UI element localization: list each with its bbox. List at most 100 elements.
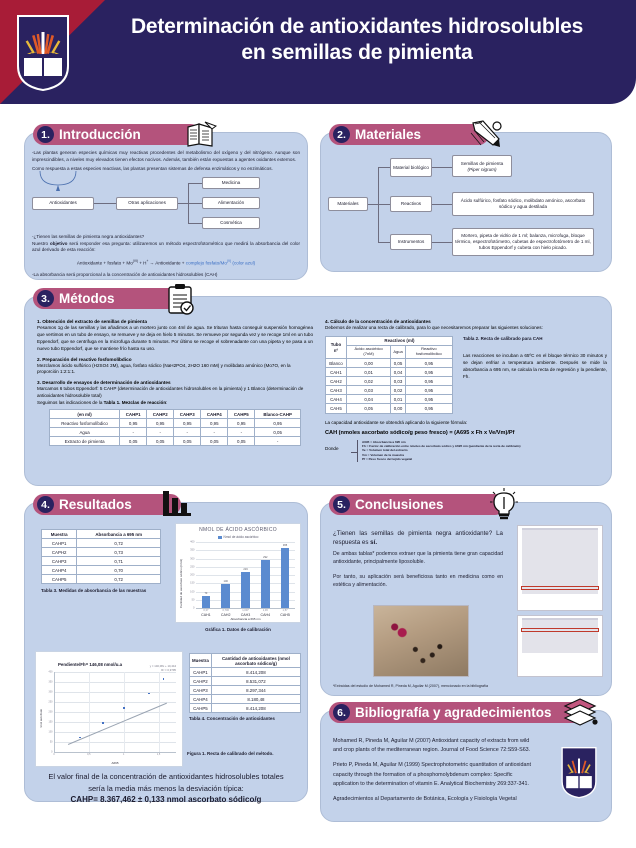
table-header-cell: CAHP3: [173, 409, 202, 420]
section-3-number: 3.: [37, 290, 54, 307]
bar: [260, 559, 270, 608]
tabla3-wrapper: Muestra Absorbancia a 695 nm CAHP1 0,72 CAPH…: [40, 528, 165, 594]
section-2-body: Materiales Material biológico Reactivos …: [328, 150, 604, 266]
section-2-title: Materiales: [355, 127, 422, 142]
data-point: [123, 707, 125, 709]
table-cell: CAHP4: [189, 694, 212, 705]
metodo-3: 3. Desarrollo de ensayos de determinació…: [37, 380, 304, 406]
trendline: [67, 702, 168, 745]
table-cell: 0,04: [390, 367, 406, 378]
final-line-1: El valor final de la concentración de an…: [48, 772, 284, 781]
flow-connector-1: [94, 203, 116, 204]
table-header-cell: Absorbancia a 695 nm: [76, 528, 161, 540]
mat-value-biologico: Semillas de pimienta (Piper nigrum): [452, 155, 512, 177]
table-cell: 0,71: [76, 556, 161, 567]
section-1-title: Introducción: [59, 127, 141, 142]
table-row: CAHP5 8.414,208: [189, 703, 302, 714]
formula-intro: La capacidad antioxidante se obtendrá ap…: [325, 419, 468, 425]
bar: [201, 596, 211, 608]
table-cell: -: [200, 427, 229, 438]
table-cell: CAHP3: [189, 685, 212, 696]
table-cell: 0,73: [76, 547, 161, 558]
formula-where-list: A695 = Absorbancia a 695 nm Fh = Factor d…: [357, 439, 521, 462]
bar-chart-y-axis-title: Cantidad de ascorbato sódico (nmol): [179, 558, 183, 608]
mat-node-reactivos: Reactivos: [390, 196, 432, 212]
pencil-ruler-icon: [470, 120, 502, 147]
table-row: CAH3 0,03 0,02 0,95: [325, 385, 454, 396]
table-cell: -: [119, 427, 148, 438]
table-header-cell: CAHP5: [227, 409, 256, 420]
table-header-cell: Muestra: [40, 528, 78, 540]
flow-node-cosmetica: Cosmética: [202, 216, 260, 229]
tabla4-wrapper: Muestra Cantidad de antioxidantes (nmol a…: [189, 652, 302, 722]
flow-connector-2: [178, 203, 188, 204]
table-row: CAHP1 0,72: [40, 538, 161, 549]
table-header-cell: Blanco-CAHP: [254, 409, 301, 420]
section-1-number: 1.: [37, 126, 54, 143]
grafica-1-bar-chart: NMOL DE ÁCIDO ASCÓRBICO Nmol de ácido as…: [175, 523, 301, 623]
y-tick-label: 150: [190, 581, 195, 585]
table-cell: 0,00: [345, 358, 392, 369]
x-axis-label: CAH4: [260, 613, 271, 617]
figura-1-regression-chart: Pendiente/Fh= 146,08 nmol/u.a y = 146,08…: [35, 651, 183, 767]
metodo-4-text: Debemos de realizar una recta de calibra…: [325, 325, 543, 330]
conclusion-question: ¿Tienen las semillas de pimienta negra a…: [333, 530, 503, 547]
table-cell: CAH5: [325, 403, 347, 414]
regression-y-axis-title: nmol ascorbato: [39, 708, 43, 728]
reference-table-top: [517, 525, 603, 611]
bar: [241, 571, 250, 608]
section-2-band: 2. Materiales: [329, 124, 489, 145]
table-cell: 0,95: [404, 403, 454, 414]
tabla2-side-note: Tabla 2. Recta de calibrado para CAH Las…: [463, 336, 607, 414]
where-item: A695 = Absorbancia a 695 nm: [362, 439, 406, 444]
y-tick-label: 200: [48, 710, 53, 714]
table-cell: -: [146, 427, 175, 438]
x-tick-label: 0: [53, 753, 55, 756]
section-3-title: Métodos: [59, 291, 115, 306]
tf-header: [522, 528, 598, 531]
tabla-3-caption: Tabla 3. Medidas de absorbancia de las m…: [41, 588, 147, 594]
bibliografia-body: Mohamed R, Pineda M, Aguilar M (2007) An…: [333, 737, 533, 804]
table-cell: 0,05: [254, 427, 301, 438]
mat-connector-6: [432, 167, 452, 168]
table-cell: 0,95: [404, 367, 454, 378]
flow-node-medicina: Medicina: [202, 176, 260, 189]
table-cell: CAHP4: [40, 565, 78, 576]
y-tick-label: 300: [190, 557, 195, 560]
y-tick-label: 250: [48, 700, 53, 704]
data-point: [162, 678, 165, 680]
metodos-left-column: 1. Obtención del extracto de semillas de…: [37, 319, 313, 447]
section-materiales: 2. Materiales Materiales Material biológ…: [320, 120, 612, 272]
y-tick-label: 400: [190, 540, 195, 544]
table-cell: CAHP1: [40, 538, 78, 549]
highlighted-pepper-row-1: [521, 585, 599, 591]
section-4-number: 4.: [37, 496, 54, 513]
table-cell: 0,95: [119, 418, 148, 429]
tabla-3-absorbancias: Muestra Absorbancia a 695 nm CAHP1 0,72 CAPH…: [40, 528, 161, 585]
tabla2-and-note: Tubo nº Reactivos (ml) Ácido ascórbico (7n…: [325, 335, 607, 414]
table-row: CAHP4 0,70: [40, 565, 161, 576]
table-cell: 0,03: [345, 385, 392, 396]
mat-node-biologico: Material biológico: [390, 158, 432, 177]
section-conclusiones: 5. Conclusiones ¿Tienen las semillas de …: [320, 488, 612, 696]
table-header-cell: CAHP1: [119, 409, 148, 420]
formula-where-label: Donde: [325, 445, 339, 451]
intro-equation: Antioxidante + fosfato + Mo(VI) + H+ → A…: [76, 259, 256, 266]
table-row: CAHP5 0,72: [40, 574, 161, 585]
table-cell: CAH3: [325, 385, 347, 396]
table-cell: CAHP2: [189, 676, 212, 687]
table-cell: 0,95: [404, 358, 454, 369]
y-tick-label: 100: [190, 590, 195, 593]
table-row: Blanco 0,00 0,05 0,95: [325, 358, 454, 369]
reference-2: Prieto P, Pineda M, Aguilar M (1999) Spe…: [333, 762, 531, 787]
metodo-2: 2. Preparación del reactivo fosfomolíbdi…: [37, 356, 291, 375]
y-tick-label: 50: [191, 598, 195, 602]
section-4-title: Resultados: [59, 497, 132, 512]
section-5-number: 5.: [333, 496, 350, 513]
x-sub-label: 1,007: [242, 609, 249, 612]
reference-1: Mohamed R, Pineda M, Aguilar M (2007) An…: [333, 738, 531, 754]
cah-formula: CAH (nmoles ascorbato sódico/g peso fres…: [325, 429, 515, 436]
table-subheader-cell: Reactivo fosfomolíbdico: [404, 344, 454, 360]
table-cell: CAH2: [325, 376, 347, 387]
reference-table-bottom: [517, 615, 603, 677]
